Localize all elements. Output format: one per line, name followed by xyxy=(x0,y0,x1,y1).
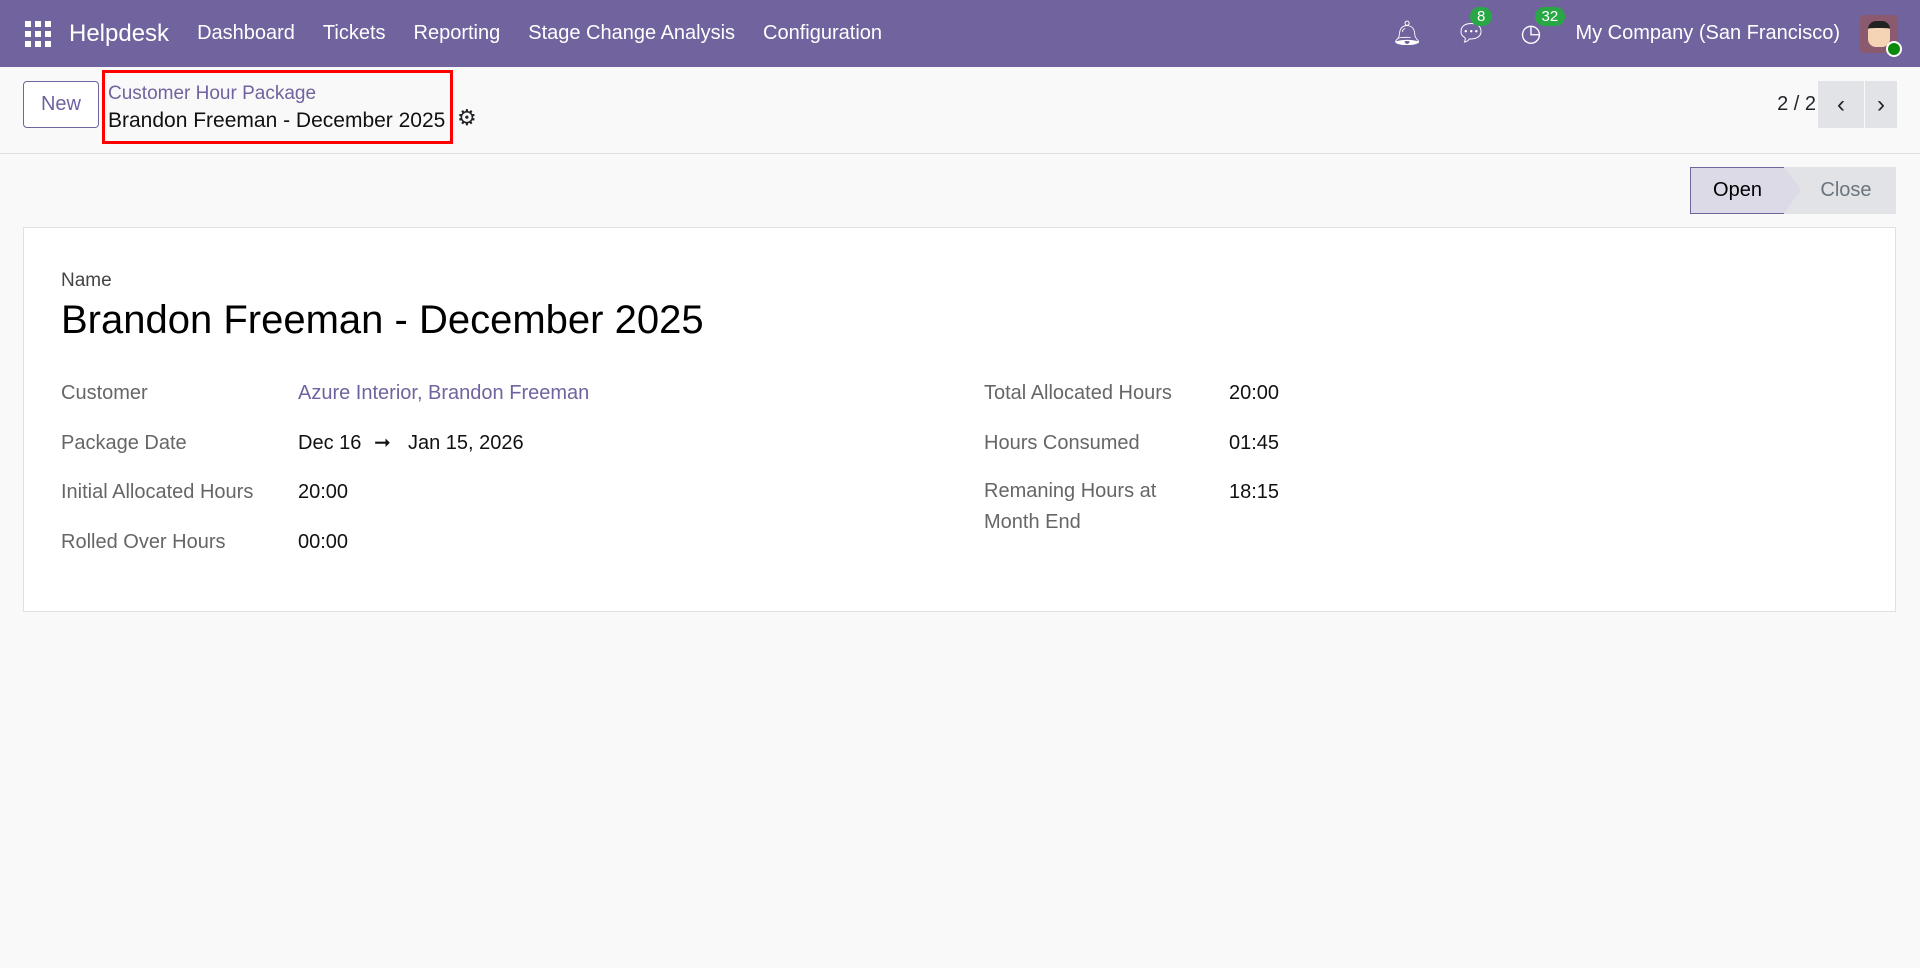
next-record-button[interactable]: › xyxy=(1865,81,1897,128)
arrow-right-icon: ➞ xyxy=(374,432,391,454)
status-bar: Open Close xyxy=(1690,167,1896,214)
new-button[interactable]: New xyxy=(23,81,99,128)
total-hours-label: Total Allocated Hours xyxy=(984,382,1172,404)
remaining-hours-label: Remaning Hours at Month End xyxy=(984,480,1157,533)
online-status-icon xyxy=(1886,40,1902,57)
user-avatar[interactable] xyxy=(1860,14,1902,57)
menu-stage-change-analysis[interactable]: Stage Change Analysis xyxy=(528,22,736,44)
pager-value[interactable]: 2 / 2 xyxy=(1777,93,1816,115)
name-field[interactable]: Brandon Freeman - December 2025 xyxy=(61,298,704,342)
customer-label: Customer xyxy=(61,382,148,404)
previous-record-button[interactable]: ‹ xyxy=(1818,81,1864,128)
breadcrumb-current: Brandon Freeman - December 2025 xyxy=(108,109,446,132)
breadcrumb: Customer Hour Package Brandon Freeman - … xyxy=(102,70,453,144)
top-navbar: Helpdesk Dashboard Tickets Reporting Sta… xyxy=(0,0,1920,67)
activities-badge: 32 xyxy=(1534,7,1566,26)
remaining-hours-field: 18:15 xyxy=(1229,481,1280,503)
initial-hours-label: Initial Allocated Hours xyxy=(61,481,254,503)
gear-icon[interactable]: ⚙ xyxy=(457,105,477,130)
rolled-over-field[interactable]: 00:00 xyxy=(298,531,349,553)
activity-clock-icon[interactable]: ◷ 32 xyxy=(1521,7,1566,48)
package-date-start[interactable]: Dec 16 xyxy=(298,432,362,454)
chevron-left-icon: ‹ xyxy=(1837,90,1845,118)
menu-dashboard[interactable]: Dashboard xyxy=(197,22,295,44)
app-name[interactable]: Helpdesk xyxy=(69,19,170,47)
package-date-end[interactable]: Jan 15, 2026 xyxy=(408,432,524,454)
control-panel: New Customer Hour Package Brandon Freema… xyxy=(0,67,1920,154)
menu-configuration[interactable]: Configuration xyxy=(763,22,883,44)
messages-badge: 8 xyxy=(1470,7,1493,26)
messages-icon[interactable]: 💬︎ 8 xyxy=(1456,7,1493,48)
menu-reporting[interactable]: Reporting xyxy=(413,22,501,44)
stage-close[interactable]: Close xyxy=(1784,167,1896,214)
stage-open[interactable]: Open xyxy=(1690,167,1801,214)
customer-field[interactable]: Azure Interior, Brandon Freeman xyxy=(298,382,590,404)
total-hours-field: 20:00 xyxy=(1229,382,1280,404)
hours-consumed-field: 01:45 xyxy=(1229,432,1280,454)
initial-hours-field[interactable]: 20:00 xyxy=(298,481,349,503)
apps-menu-icon[interactable] xyxy=(25,20,51,47)
rolled-over-label: Rolled Over Hours xyxy=(61,531,226,553)
package-date-label: Package Date xyxy=(61,432,187,454)
chevron-right-icon: › xyxy=(1877,90,1885,118)
menu-tickets[interactable]: Tickets xyxy=(322,22,386,44)
hours-consumed-label: Hours Consumed xyxy=(984,432,1140,454)
bell-icon[interactable]: 🔔︎ xyxy=(1391,20,1423,47)
breadcrumb-parent-link[interactable]: Customer Hour Package xyxy=(108,83,317,104)
company-switcher[interactable]: My Company (San Francisco) xyxy=(1575,22,1840,44)
name-label: Name xyxy=(61,270,112,291)
form-sheet: Name Brandon Freeman - December 2025 Cus… xyxy=(23,227,1896,612)
